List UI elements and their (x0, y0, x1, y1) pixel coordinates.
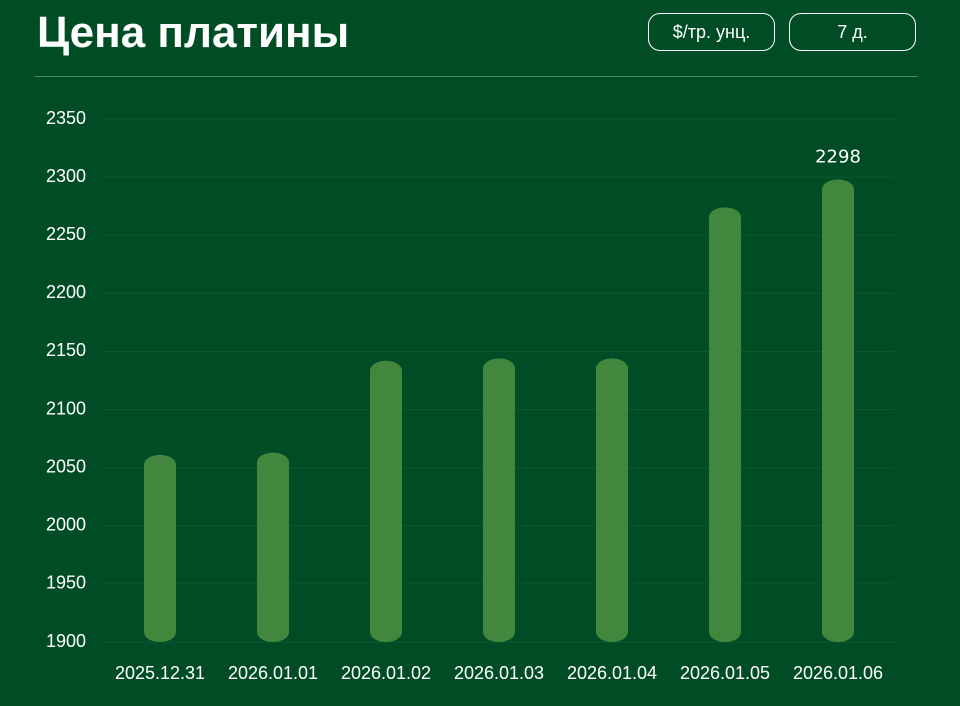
x-tick-label: 2026.01.05 (680, 663, 770, 683)
x-tick-label: 2026.01.02 (341, 663, 431, 683)
y-tick-label: 2350 (46, 108, 86, 128)
x-tick-label: 2026.01.06 (793, 663, 883, 683)
unit-button[interactable]: $/тр. унц. (648, 13, 775, 51)
x-tick-label: 2026.01.04 (567, 663, 657, 683)
y-tick-label: 2150 (46, 340, 86, 360)
x-tick-label: 2026.01.03 (454, 663, 544, 683)
page-title: Цена платины (37, 8, 350, 57)
y-tick-label: 2250 (46, 224, 86, 244)
bar (596, 358, 628, 642)
y-tick-label: 1950 (46, 573, 86, 593)
x-tick-label: 2025.12.31 (115, 663, 205, 683)
bar (257, 452, 289, 642)
y-tick-label: 2300 (46, 166, 86, 186)
bar (709, 207, 741, 642)
y-tick-label: 2000 (46, 515, 86, 535)
y-tick-label: 2200 (46, 282, 86, 302)
bar (483, 358, 515, 642)
y-tick-label: 2100 (46, 398, 86, 418)
separator (35, 76, 918, 77)
bar (144, 454, 176, 642)
bar (822, 179, 854, 643)
bar (370, 360, 402, 642)
period-button[interactable]: 7 д. (789, 13, 916, 51)
y-tick-label: 1900 (46, 631, 86, 651)
data-label: 2298 (815, 146, 861, 167)
y-tick-label: 2050 (46, 456, 86, 476)
x-tick-label: 2026.01.01 (228, 663, 318, 683)
